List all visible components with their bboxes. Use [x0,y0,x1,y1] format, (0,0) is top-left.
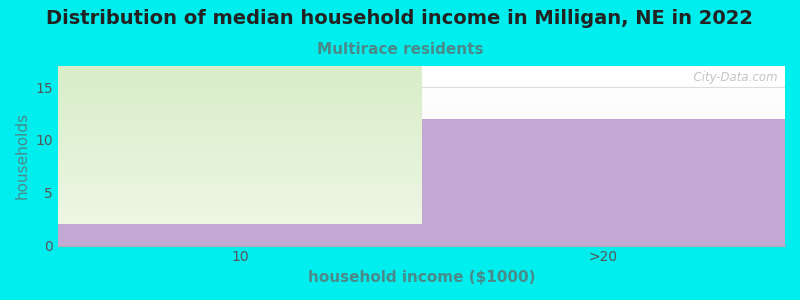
Y-axis label: households: households [15,112,30,200]
Text: City-Data.com: City-Data.com [686,71,778,84]
X-axis label: household income ($1000): household income ($1000) [308,270,535,285]
Text: Multirace residents: Multirace residents [317,42,483,57]
Bar [58,224,422,246]
Text: Distribution of median household income in Milligan, NE in 2022: Distribution of median household income … [46,9,754,28]
Bar [422,119,785,246]
